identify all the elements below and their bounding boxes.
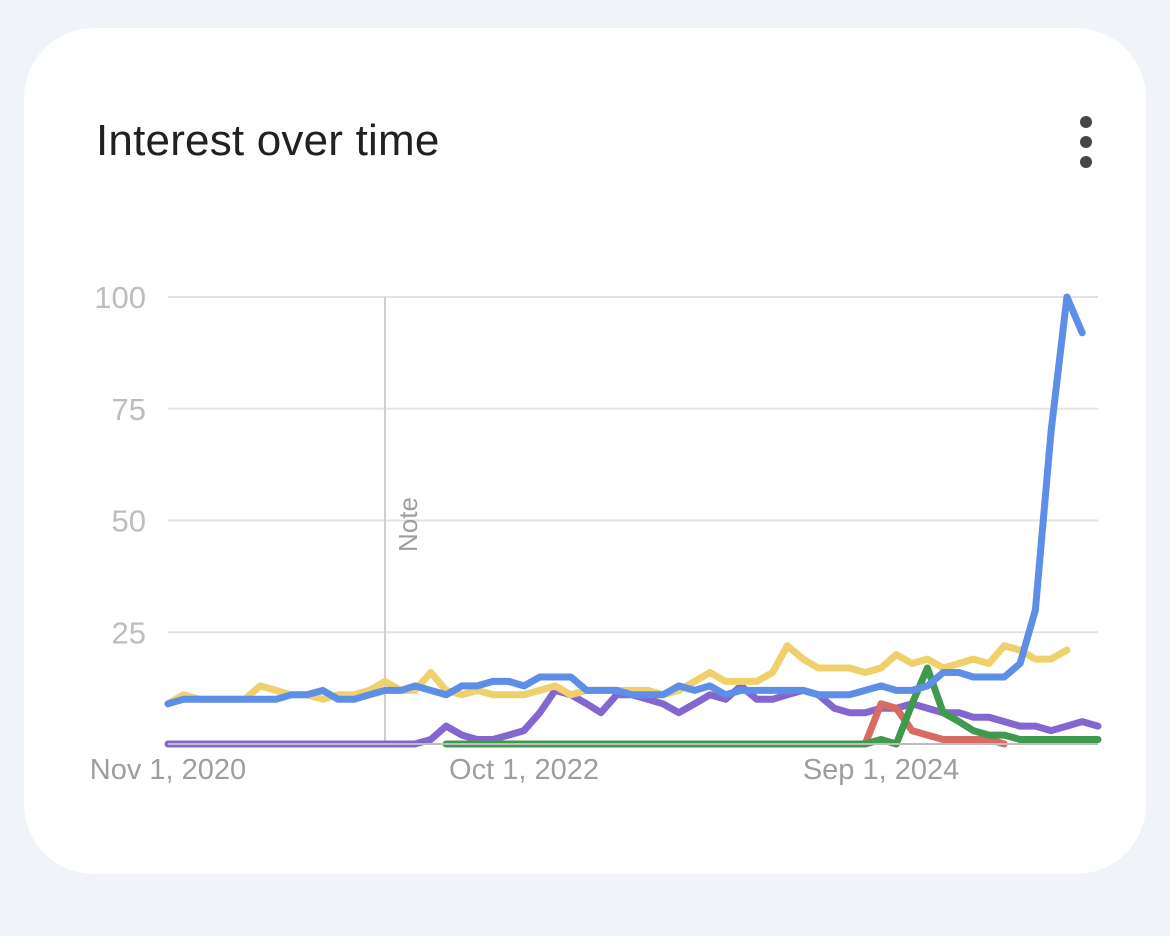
series-line-4 bbox=[861, 700, 1008, 748]
y-tick-label: 50 bbox=[112, 504, 146, 539]
y-tick-label: 100 bbox=[94, 280, 146, 315]
series-line-5 bbox=[442, 664, 1102, 748]
series-line-3 bbox=[164, 682, 1102, 748]
x-tick-label: Sep 1, 2024 bbox=[803, 754, 959, 786]
more-options-button[interactable] bbox=[1066, 112, 1106, 172]
more-vert-icon bbox=[1080, 116, 1092, 128]
x-tick-label: Nov 1, 2020 bbox=[90, 754, 246, 786]
series-line-1 bbox=[164, 293, 1086, 708]
more-vert-icon-dot-3 bbox=[1080, 156, 1092, 168]
y-tick-label: 25 bbox=[112, 615, 146, 650]
note-marker-label: Note bbox=[393, 497, 423, 552]
grid bbox=[168, 296, 1098, 634]
card-title: Interest over time bbox=[96, 116, 440, 165]
axes: 25 50 75 100 Nov 1, 2020 Oct 1, 2022 Sep 1, 20… bbox=[90, 280, 1098, 786]
series-lines bbox=[164, 293, 1102, 748]
annotation: Note bbox=[383, 297, 423, 744]
more-vert-icon-dot-2 bbox=[1080, 136, 1092, 148]
x-tick-label: Oct 1, 2022 bbox=[449, 754, 599, 786]
y-tick-label: 75 bbox=[112, 392, 146, 427]
interest-card: Interest over time bbox=[24, 28, 1146, 874]
